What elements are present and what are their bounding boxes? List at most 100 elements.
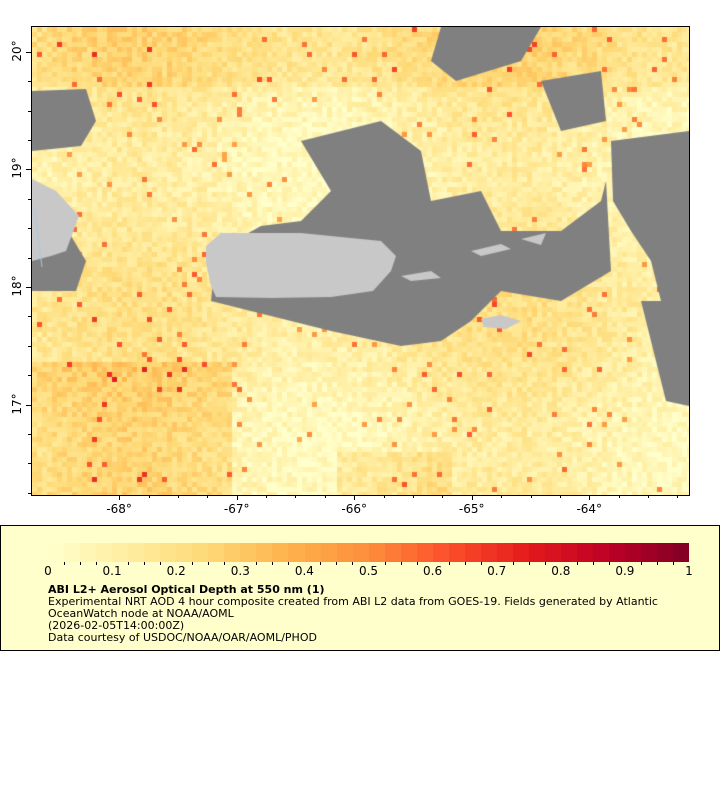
- colorbar-tick: [464, 562, 466, 565]
- y-minor-tick: [28, 198, 31, 200]
- x-minor-tick: [324, 495, 326, 498]
- x-minor-tick: [442, 495, 444, 498]
- x-minor-tick: [266, 495, 268, 498]
- y-minor-tick: [28, 463, 31, 465]
- colorbar: [48, 543, 690, 562]
- y-minor-tick: [28, 110, 31, 112]
- y-tick: [26, 51, 31, 53]
- x-minor-tick: [648, 495, 650, 498]
- colorbar-tick: [256, 562, 258, 565]
- x-minor-tick: [501, 495, 503, 498]
- colorbar-tick: [320, 562, 322, 565]
- colorbar-tick: [480, 562, 482, 565]
- colorbar-tick: [144, 562, 146, 565]
- colorbar-label: 0.7: [487, 564, 507, 578]
- colorbar-label: 0: [44, 564, 52, 578]
- colorbar-segment: [512, 543, 529, 562]
- y-minor-tick: [28, 81, 31, 83]
- colorbar-segment: [144, 543, 161, 562]
- colorbar-tick: [608, 562, 610, 565]
- colorbar-segment: [112, 543, 129, 562]
- colorbar-tick: [336, 562, 338, 565]
- colorbar-segment: [528, 543, 545, 562]
- colorbar-segment: [80, 543, 97, 562]
- colorbar-tick: [384, 562, 386, 565]
- colorbar-segment: [368, 543, 385, 562]
- colorbar-segment: [304, 543, 321, 562]
- colorbar-segment: [208, 543, 225, 562]
- colorbar-tick: [544, 562, 546, 565]
- colorbar-label: 0.5: [358, 564, 379, 578]
- colorbar-segment: [288, 543, 305, 562]
- colorbar-label: 0.2: [166, 564, 186, 578]
- colorbar-tick: [160, 562, 162, 565]
- colorbar-tick: [128, 562, 130, 565]
- colorbar-tick: [576, 562, 578, 565]
- colorbar-segment: [641, 543, 658, 562]
- y-tick-label: 17°: [10, 392, 24, 415]
- colorbar-segment: [625, 543, 642, 562]
- colorbar-segment: [544, 543, 561, 562]
- x-tick: [354, 495, 356, 500]
- colorbar-segment: [176, 543, 193, 562]
- legend-title: ABI L2+ Aerosol Optical Depth at 550 nm …: [48, 583, 325, 596]
- colorbar-tick: [592, 562, 594, 565]
- colorbar-segment: [496, 543, 513, 562]
- x-minor-tick: [618, 495, 620, 498]
- colorbar-segment: [561, 543, 578, 562]
- x-tick-label: -68°: [106, 502, 132, 516]
- x-tick: [236, 495, 238, 500]
- colorbar-tick: [656, 562, 658, 565]
- colorbar-segment: [272, 543, 289, 562]
- x-tick-label: -67°: [223, 502, 250, 516]
- colorbar-segment: [384, 543, 401, 562]
- x-tick-label: -64°: [576, 502, 603, 516]
- aod-map[interactable]: [31, 26, 690, 496]
- colorbar-label: 0.9: [615, 564, 635, 578]
- colorbar-tick: [400, 562, 402, 565]
- colorbar-segment: [128, 543, 145, 562]
- colorbar-segment: [320, 543, 337, 562]
- y-tick-label: 19°: [10, 157, 24, 180]
- y-tick: [26, 287, 31, 289]
- y-tick-label: 18°: [10, 275, 24, 297]
- colorbar-tick: [64, 562, 66, 565]
- x-tick: [119, 495, 121, 500]
- y-minor-tick: [28, 140, 31, 142]
- legend-description: Experimental NRT AOD 4 hour composite cr…: [48, 595, 658, 608]
- colorbar-segment: [352, 543, 369, 562]
- colorbar-tick: [640, 562, 642, 565]
- x-minor-tick: [295, 495, 297, 498]
- x-minor-tick: [559, 495, 561, 498]
- colorbar-segment: [416, 543, 433, 562]
- x-minor-tick: [412, 495, 414, 498]
- colorbar-label: 0.1: [102, 564, 122, 578]
- colorbar-segment: [464, 543, 481, 562]
- colorbar-tick: [208, 562, 210, 565]
- colorbar-segment: [160, 543, 177, 562]
- y-tick: [26, 169, 31, 171]
- colorbar-segment: [336, 543, 353, 562]
- colorbar-segment: [400, 543, 417, 562]
- y-tick: [26, 404, 31, 406]
- colorbar-tick: [528, 562, 530, 565]
- x-tick: [589, 495, 591, 500]
- legend-panel: 0 0.1 0.2 0.3 0.4 0.5 0.6 0.7 0.8 0.9 1 ABI L2+ Ae…: [0, 525, 720, 651]
- colorbar-label: 0.4: [294, 564, 314, 578]
- y-minor-tick: [28, 434, 31, 436]
- colorbar-tick: [272, 562, 274, 565]
- colorbar-tick: [672, 562, 674, 565]
- colorbar-tick: [80, 562, 82, 565]
- colorbar-segment: [657, 543, 674, 562]
- x-minor-tick: [383, 495, 385, 498]
- x-minor-tick: [207, 495, 209, 498]
- colorbar-segment: [432, 543, 449, 562]
- colorbar-segment: [256, 543, 273, 562]
- colorbar-segment: [673, 543, 690, 562]
- x-tick-label: -65°: [458, 502, 485, 516]
- colorbar-segment: [609, 543, 626, 562]
- aod-raster: [32, 27, 689, 495]
- x-minor-tick: [148, 495, 150, 498]
- x-minor-tick: [530, 495, 532, 498]
- colorbar-segment: [593, 543, 610, 562]
